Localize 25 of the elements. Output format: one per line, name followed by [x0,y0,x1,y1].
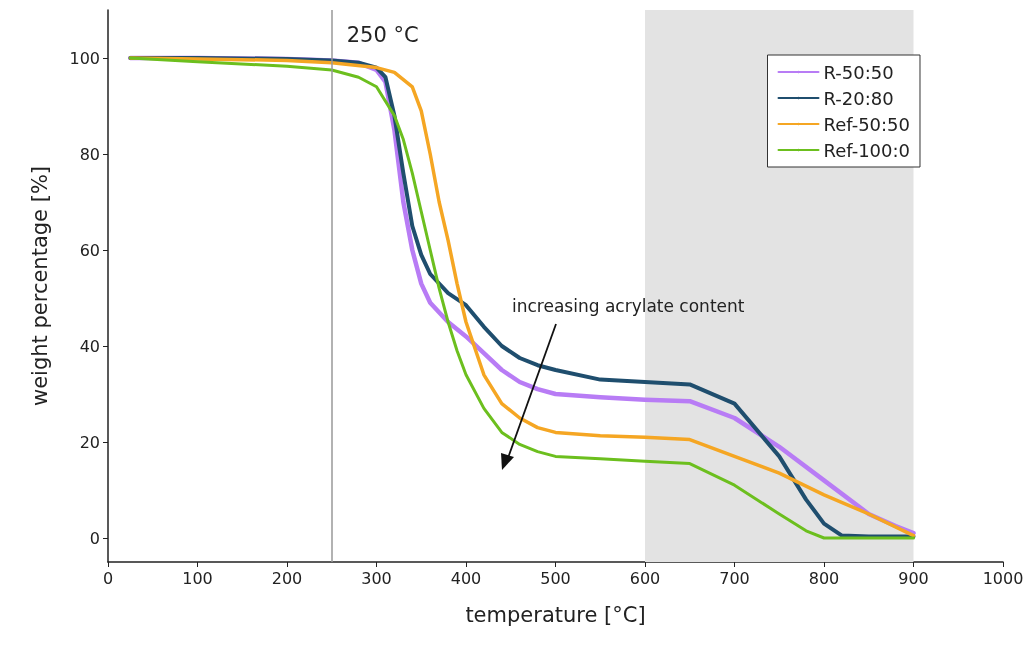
y-tick-label: 80 [79,144,100,164]
x-tick-label: 300 [361,568,392,588]
legend-label: Ref-100:0 [823,139,911,161]
y-tick-label: 60 [79,240,100,260]
legend-label: Ref-50:50 [823,113,911,135]
y-tick-label: 100 [69,48,100,68]
y-tick-label: 0 [89,528,100,548]
legend-label: R-20:80 [823,87,894,109]
x-tick-label: 1000 [982,568,1024,588]
y-tick-label: 20 [79,432,100,452]
y-tick-label: 40 [79,336,100,356]
y-axis-title: weight percentage [%] [27,165,52,407]
annotation: increasing acrylate content [512,295,745,316]
ref-line-label: 250 °C [346,22,419,47]
x-tick-label: 200 [271,568,303,588]
x-tick-label: 100 [182,568,213,588]
x-tick-label: 600 [629,568,661,588]
x-tick-label: 500 [540,568,571,588]
x-axis-title: temperature [°C] [465,602,646,627]
legend-label: R-50:50 [823,61,894,83]
x-tick-label: 700 [719,568,750,588]
x-tick-label: 800 [808,568,840,588]
x-tick-label: 400 [450,568,482,588]
x-tick-label: 900 [898,568,929,588]
x-tick-label: 0 [102,568,114,588]
